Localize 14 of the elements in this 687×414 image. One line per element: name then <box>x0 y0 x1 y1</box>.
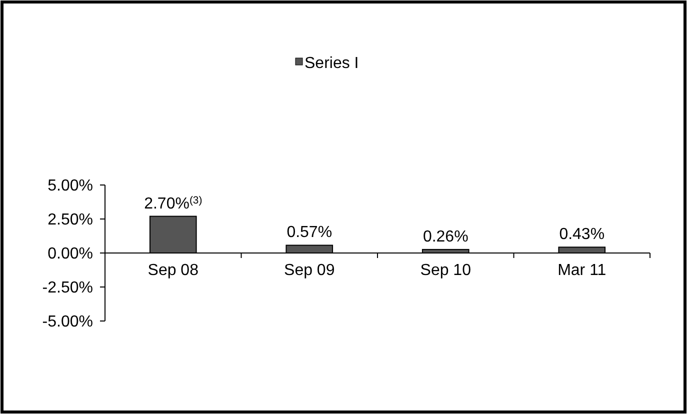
data-label: 0.57% <box>286 224 332 242</box>
x-tick-label: Sep 10 <box>420 262 472 279</box>
data-label: 0.43% <box>559 226 605 244</box>
y-tick-label: -5.00% <box>42 314 93 331</box>
legend-label: Series I <box>304 55 359 72</box>
data-label: 2.70%$^{(3)}$ <box>144 194 202 212</box>
y-tick-label: 2.50% <box>48 212 93 229</box>
y-tick-label: -2.50% <box>42 280 93 297</box>
data-label: 0.26% <box>422 228 468 246</box>
x-tick-label: Mar 11 <box>558 262 606 279</box>
x-tick-label: Sep 08 <box>148 262 199 279</box>
y-tick-label: 5.00% <box>48 178 93 195</box>
y-tick-label: 0.00% <box>48 246 93 263</box>
x-tick-label: Sep 09 <box>284 262 335 279</box>
